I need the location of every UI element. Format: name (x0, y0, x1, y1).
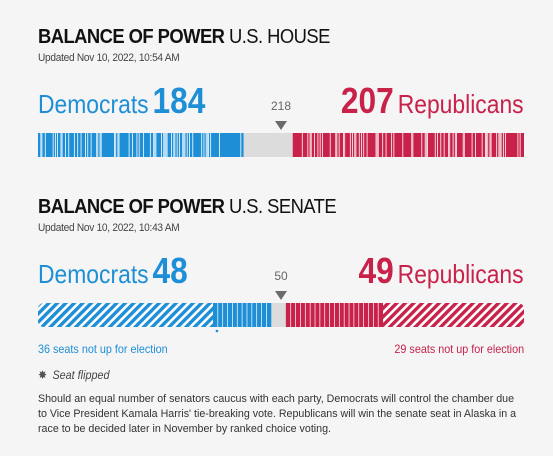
house-dem-name: Democrats (38, 89, 149, 119)
footnote: Should an equal number of senators caucu… (38, 393, 517, 435)
senate-rep-not-up-note: 29 seats not up for election (394, 342, 524, 356)
senate-rep-not-up-segment (377, 303, 524, 327)
house-title-chamber: U.S. HOUSE (228, 26, 330, 48)
house-rep-name: Republicans (398, 89, 524, 119)
senate-title: BALANCE OF POWER U.S. SENATE (38, 196, 485, 218)
senate-seat-bar (38, 303, 524, 333)
house-dem-label: Democrats 184 (38, 80, 205, 122)
house-seat-bar (38, 133, 524, 157)
senate-dem-not-up-note: 36 seats not up for election (38, 342, 168, 356)
senate-rep-label: 49 Republicans (359, 250, 524, 292)
house-title-bold: BALANCE OF POWER (38, 26, 225, 48)
senate-title-chamber: U.S. SENATE (228, 196, 337, 218)
flipped-legend: ✸ Seat flipped (38, 368, 110, 382)
house-title: BALANCE OF POWER U.S. HOUSE (38, 26, 485, 48)
house-rep-label: 207 Republicans (341, 80, 524, 122)
house-section: BALANCE OF POWER U.S. HOUSE Updated Nov … (38, 26, 524, 166)
house-rep-segment (292, 133, 524, 157)
star-icon: ✸ (38, 368, 48, 382)
senate-threshold: 50 (274, 269, 288, 283)
house-threshold: 218 (270, 99, 292, 113)
house-updated: Updated Nov 10, 2022, 10:54 AM (38, 52, 180, 64)
flipped-legend-label: Seat flipped (52, 368, 110, 382)
senate-majority-marker-icon (275, 291, 287, 300)
house-rep-seats: 207 (341, 80, 395, 121)
senate-flipped-marker (215, 329, 219, 333)
senate-dem-name: Democrats (38, 259, 149, 289)
senate-title-bold: BALANCE OF POWER (38, 196, 225, 218)
senate-dem-not-up-segment (38, 303, 219, 327)
house-dem-seats: 184 (152, 80, 206, 121)
senate-rep-name: Republicans (398, 259, 524, 289)
senate-rep-seats: 49 (358, 250, 395, 291)
senate-section: BALANCE OF POWER U.S. SENATE Updated Nov… (38, 196, 524, 366)
senate-dem-seats: 48 (152, 250, 188, 291)
house-dem-segment (38, 133, 244, 157)
senate-updated: Updated Nov 10, 2022, 10:43 AM (38, 222, 180, 234)
house-majority-marker-icon (275, 121, 287, 130)
senate-dem-label: Democrats 48 (38, 250, 188, 292)
